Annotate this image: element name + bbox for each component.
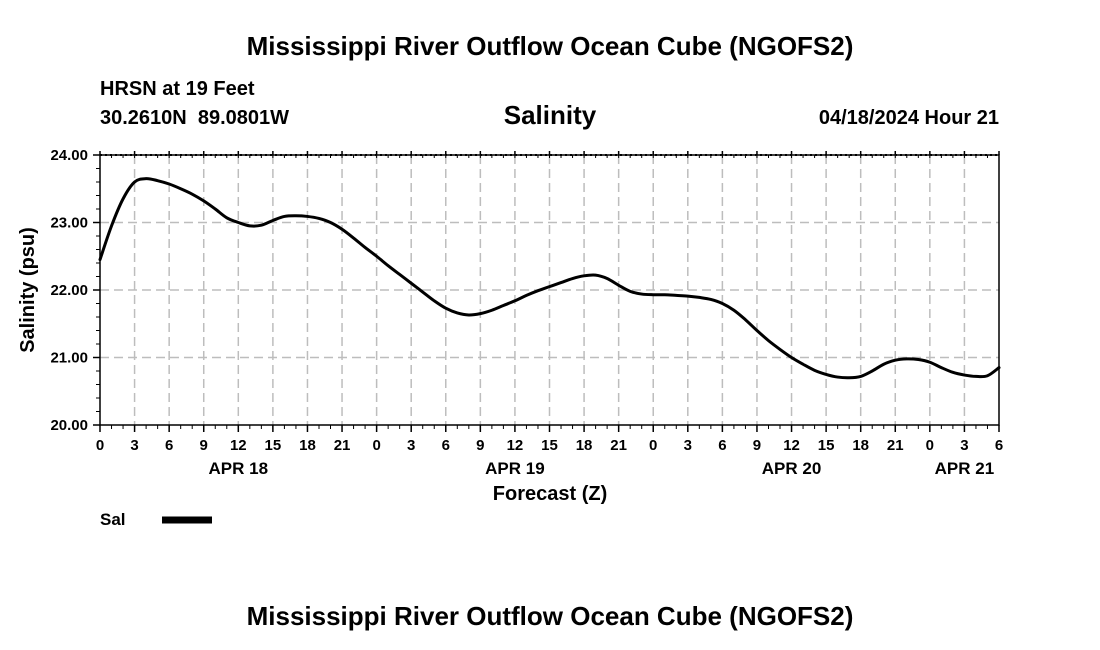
x-tick-label: 3 xyxy=(407,437,415,454)
y-axis-label: Salinity (psu) xyxy=(17,227,39,353)
x-tick-label: 18 xyxy=(576,437,593,454)
day-labels: APR 18 APR 19 APR 20 APR 21 xyxy=(209,459,995,478)
main-title: Mississippi River Outflow Ocean Cube (NG… xyxy=(247,31,854,61)
x-tick-label: 21 xyxy=(887,437,904,454)
x-tick-label: 9 xyxy=(200,437,208,454)
chart-title: Salinity xyxy=(504,100,597,130)
x-tick-label: 15 xyxy=(265,437,282,454)
x-tick-label: 0 xyxy=(649,437,657,454)
x-tick-label: 15 xyxy=(541,437,558,454)
y-tick-label: 24.00 xyxy=(50,147,88,164)
x-tick-label: 3 xyxy=(130,437,138,454)
y-tick-label: 22.00 xyxy=(50,282,88,299)
footer-title: Mississippi River Outflow Ocean Cube (NG… xyxy=(247,601,854,631)
y-tick-label: 21.00 xyxy=(50,350,88,367)
x-tick-label: 6 xyxy=(442,437,450,454)
x-tick-label: 12 xyxy=(507,437,524,454)
x-tick-label: 12 xyxy=(230,437,247,454)
x-tick-label: 3 xyxy=(684,437,692,454)
y-tick-labels: 20.00 21.00 22.00 23.00 24.00 xyxy=(50,147,88,434)
x-tick-label: 0 xyxy=(926,437,934,454)
day-label: APR 19 xyxy=(485,459,545,478)
x-tick-label: 0 xyxy=(372,437,380,454)
x-tick-label: 6 xyxy=(718,437,726,454)
x-tick-label: 18 xyxy=(852,437,869,454)
coordinates-label: 30.2610N 89.0801W xyxy=(100,107,289,129)
x-tick-label: 21 xyxy=(610,437,627,454)
x-tick-label: 6 xyxy=(995,437,1003,454)
legend-label: Sal xyxy=(100,510,126,529)
y-tick-label: 20.00 xyxy=(50,417,88,434)
y-tick-label: 23.00 xyxy=(50,215,88,232)
axis-ticks xyxy=(93,151,1000,432)
forecast-datetime: 04/18/2024 Hour 21 xyxy=(819,107,999,129)
x-tick-label: 18 xyxy=(299,437,316,454)
x-tick-label: 9 xyxy=(753,437,761,454)
x-tick-label: 15 xyxy=(818,437,835,454)
x-tick-label: 6 xyxy=(165,437,173,454)
day-label: APR 18 xyxy=(209,459,269,478)
series-line-sal xyxy=(98,177,1001,380)
x-tick-labels: 0 3 6 9 12 15 18 21 0 3 6 9 12 15 18 21 0 3 6 9 12 15 18 21 0 3 6 xyxy=(96,437,1003,454)
x-axis-label: Forecast (Z) xyxy=(493,483,607,505)
x-tick-label: 12 xyxy=(783,437,800,454)
day-label: APR 20 xyxy=(762,459,822,478)
day-label: APR 21 xyxy=(935,459,995,478)
grid-lines xyxy=(100,154,999,425)
x-tick-label: 21 xyxy=(334,437,351,454)
station-label: HRSN at 19 Feet xyxy=(100,78,255,100)
x-tick-label: 9 xyxy=(476,437,484,454)
x-tick-label: 3 xyxy=(960,437,968,454)
x-tick-label: 0 xyxy=(96,437,104,454)
